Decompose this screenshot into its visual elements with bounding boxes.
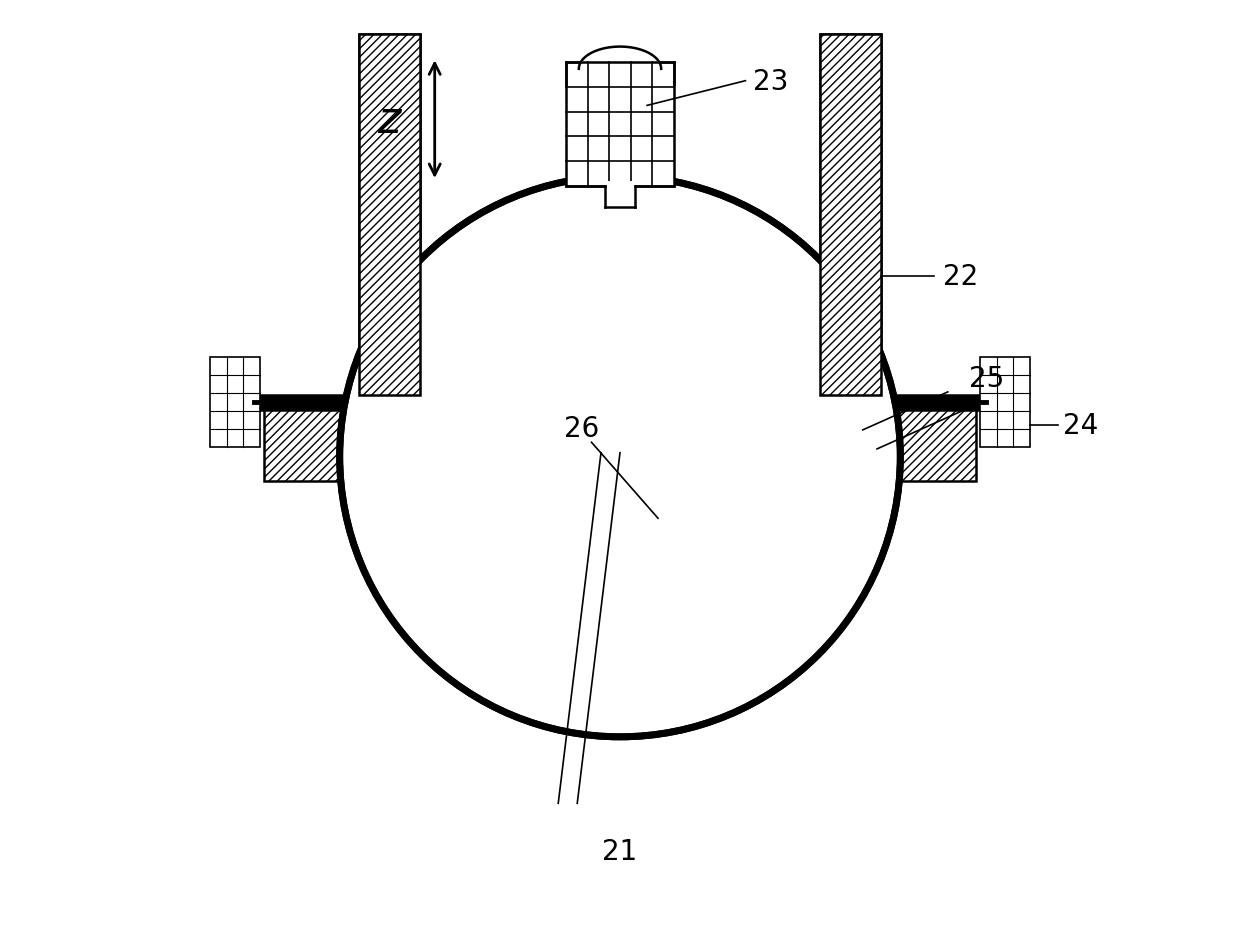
Bar — [980, 358, 1029, 448]
Ellipse shape — [342, 180, 898, 734]
Bar — [358, 34, 420, 395]
Bar — [605, 182, 635, 208]
Text: 23: 23 — [753, 68, 789, 95]
Ellipse shape — [340, 177, 900, 737]
Bar — [254, 395, 986, 410]
Bar — [264, 410, 976, 482]
Bar — [810, 410, 957, 450]
Text: 22: 22 — [944, 263, 978, 290]
Bar — [820, 34, 882, 395]
Bar — [565, 63, 675, 187]
Bar — [211, 358, 260, 448]
Text: 24: 24 — [1063, 411, 1099, 440]
Text: 26: 26 — [564, 414, 600, 443]
Text: 25: 25 — [968, 365, 1004, 392]
Bar — [820, 34, 882, 395]
Text: 21: 21 — [603, 837, 637, 865]
Text: $z$: $z$ — [377, 99, 403, 142]
Bar — [283, 410, 430, 450]
Bar — [358, 34, 420, 395]
